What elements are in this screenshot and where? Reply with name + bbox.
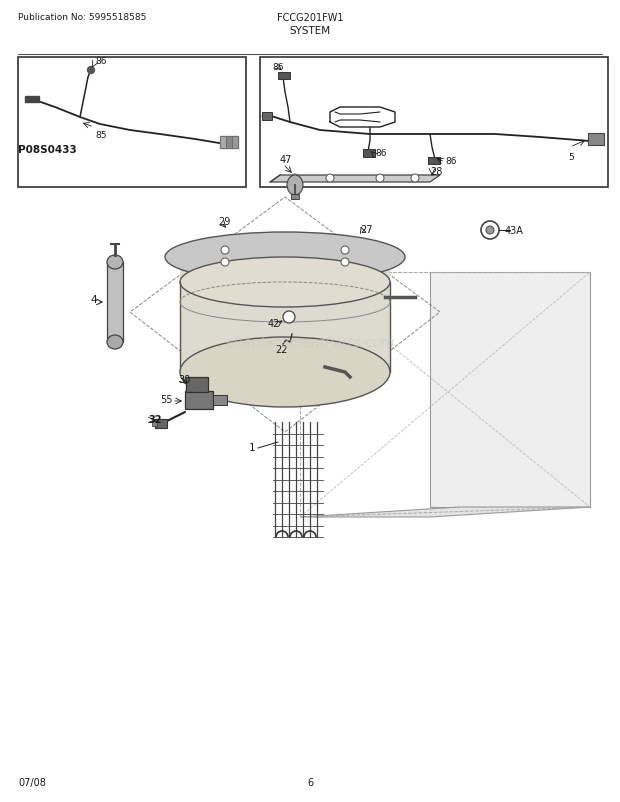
Text: 30: 30 [178,375,190,384]
Bar [363,150,375,158]
Text: 32: 32 [148,415,161,424]
Bar [226,137,232,149]
Text: 86: 86 [445,157,456,166]
Ellipse shape [107,256,123,269]
Circle shape [221,259,229,267]
Text: 6: 6 [307,777,313,787]
Bar [428,158,440,164]
Bar [25,97,39,103]
Text: 4: 4 [90,294,97,305]
Bar [278,73,290,80]
Text: 43A: 43A [505,225,524,236]
Bar [213,395,227,406]
Text: 42: 42 [268,318,280,329]
Bar [220,137,226,149]
Bar [18,58,246,188]
Text: 86: 86 [272,63,284,72]
Circle shape [326,175,334,183]
Bar [180,263,390,373]
Circle shape [481,221,499,240]
Circle shape [291,175,299,183]
Ellipse shape [180,257,390,308]
Text: 47: 47 [280,155,293,164]
Polygon shape [270,176,440,183]
Polygon shape [430,273,590,508]
Circle shape [376,175,384,183]
Circle shape [411,175,419,183]
Circle shape [486,227,494,235]
Circle shape [283,312,295,323]
Ellipse shape [165,233,405,282]
Circle shape [87,67,94,75]
Bar [262,113,272,121]
Text: 55: 55 [160,395,172,404]
Text: FCCG201FW1: FCCG201FW1 [277,13,343,23]
Text: 1: 1 [249,443,255,452]
Text: P08S0433: P08S0433 [18,145,77,155]
Text: 86: 86 [375,149,386,158]
Text: 22: 22 [275,345,288,354]
Text: 29: 29 [218,217,231,227]
Polygon shape [300,508,590,517]
Text: 07/08: 07/08 [18,777,46,787]
Circle shape [221,247,229,255]
Ellipse shape [107,335,123,350]
Text: SYSTEM: SYSTEM [290,26,330,36]
Text: 28: 28 [430,167,443,176]
Text: 85: 85 [95,131,107,140]
Text: 27: 27 [360,225,373,235]
Circle shape [341,247,349,255]
Bar [232,137,238,149]
Bar [291,195,299,200]
Bar [107,263,123,342]
Bar [185,391,213,410]
Ellipse shape [180,338,390,407]
Bar [152,422,157,427]
Bar [155,419,167,428]
Bar [186,378,208,392]
Text: 86: 86 [95,57,107,66]
Text: eReplacementParts.com: eReplacementParts.com [225,335,395,350]
Bar [588,134,604,146]
Ellipse shape [287,176,303,196]
Text: 5: 5 [568,153,574,162]
Bar [260,58,608,188]
Bar [220,137,238,149]
Circle shape [341,259,349,267]
Text: Publication No: 5995518585: Publication No: 5995518585 [18,13,146,22]
